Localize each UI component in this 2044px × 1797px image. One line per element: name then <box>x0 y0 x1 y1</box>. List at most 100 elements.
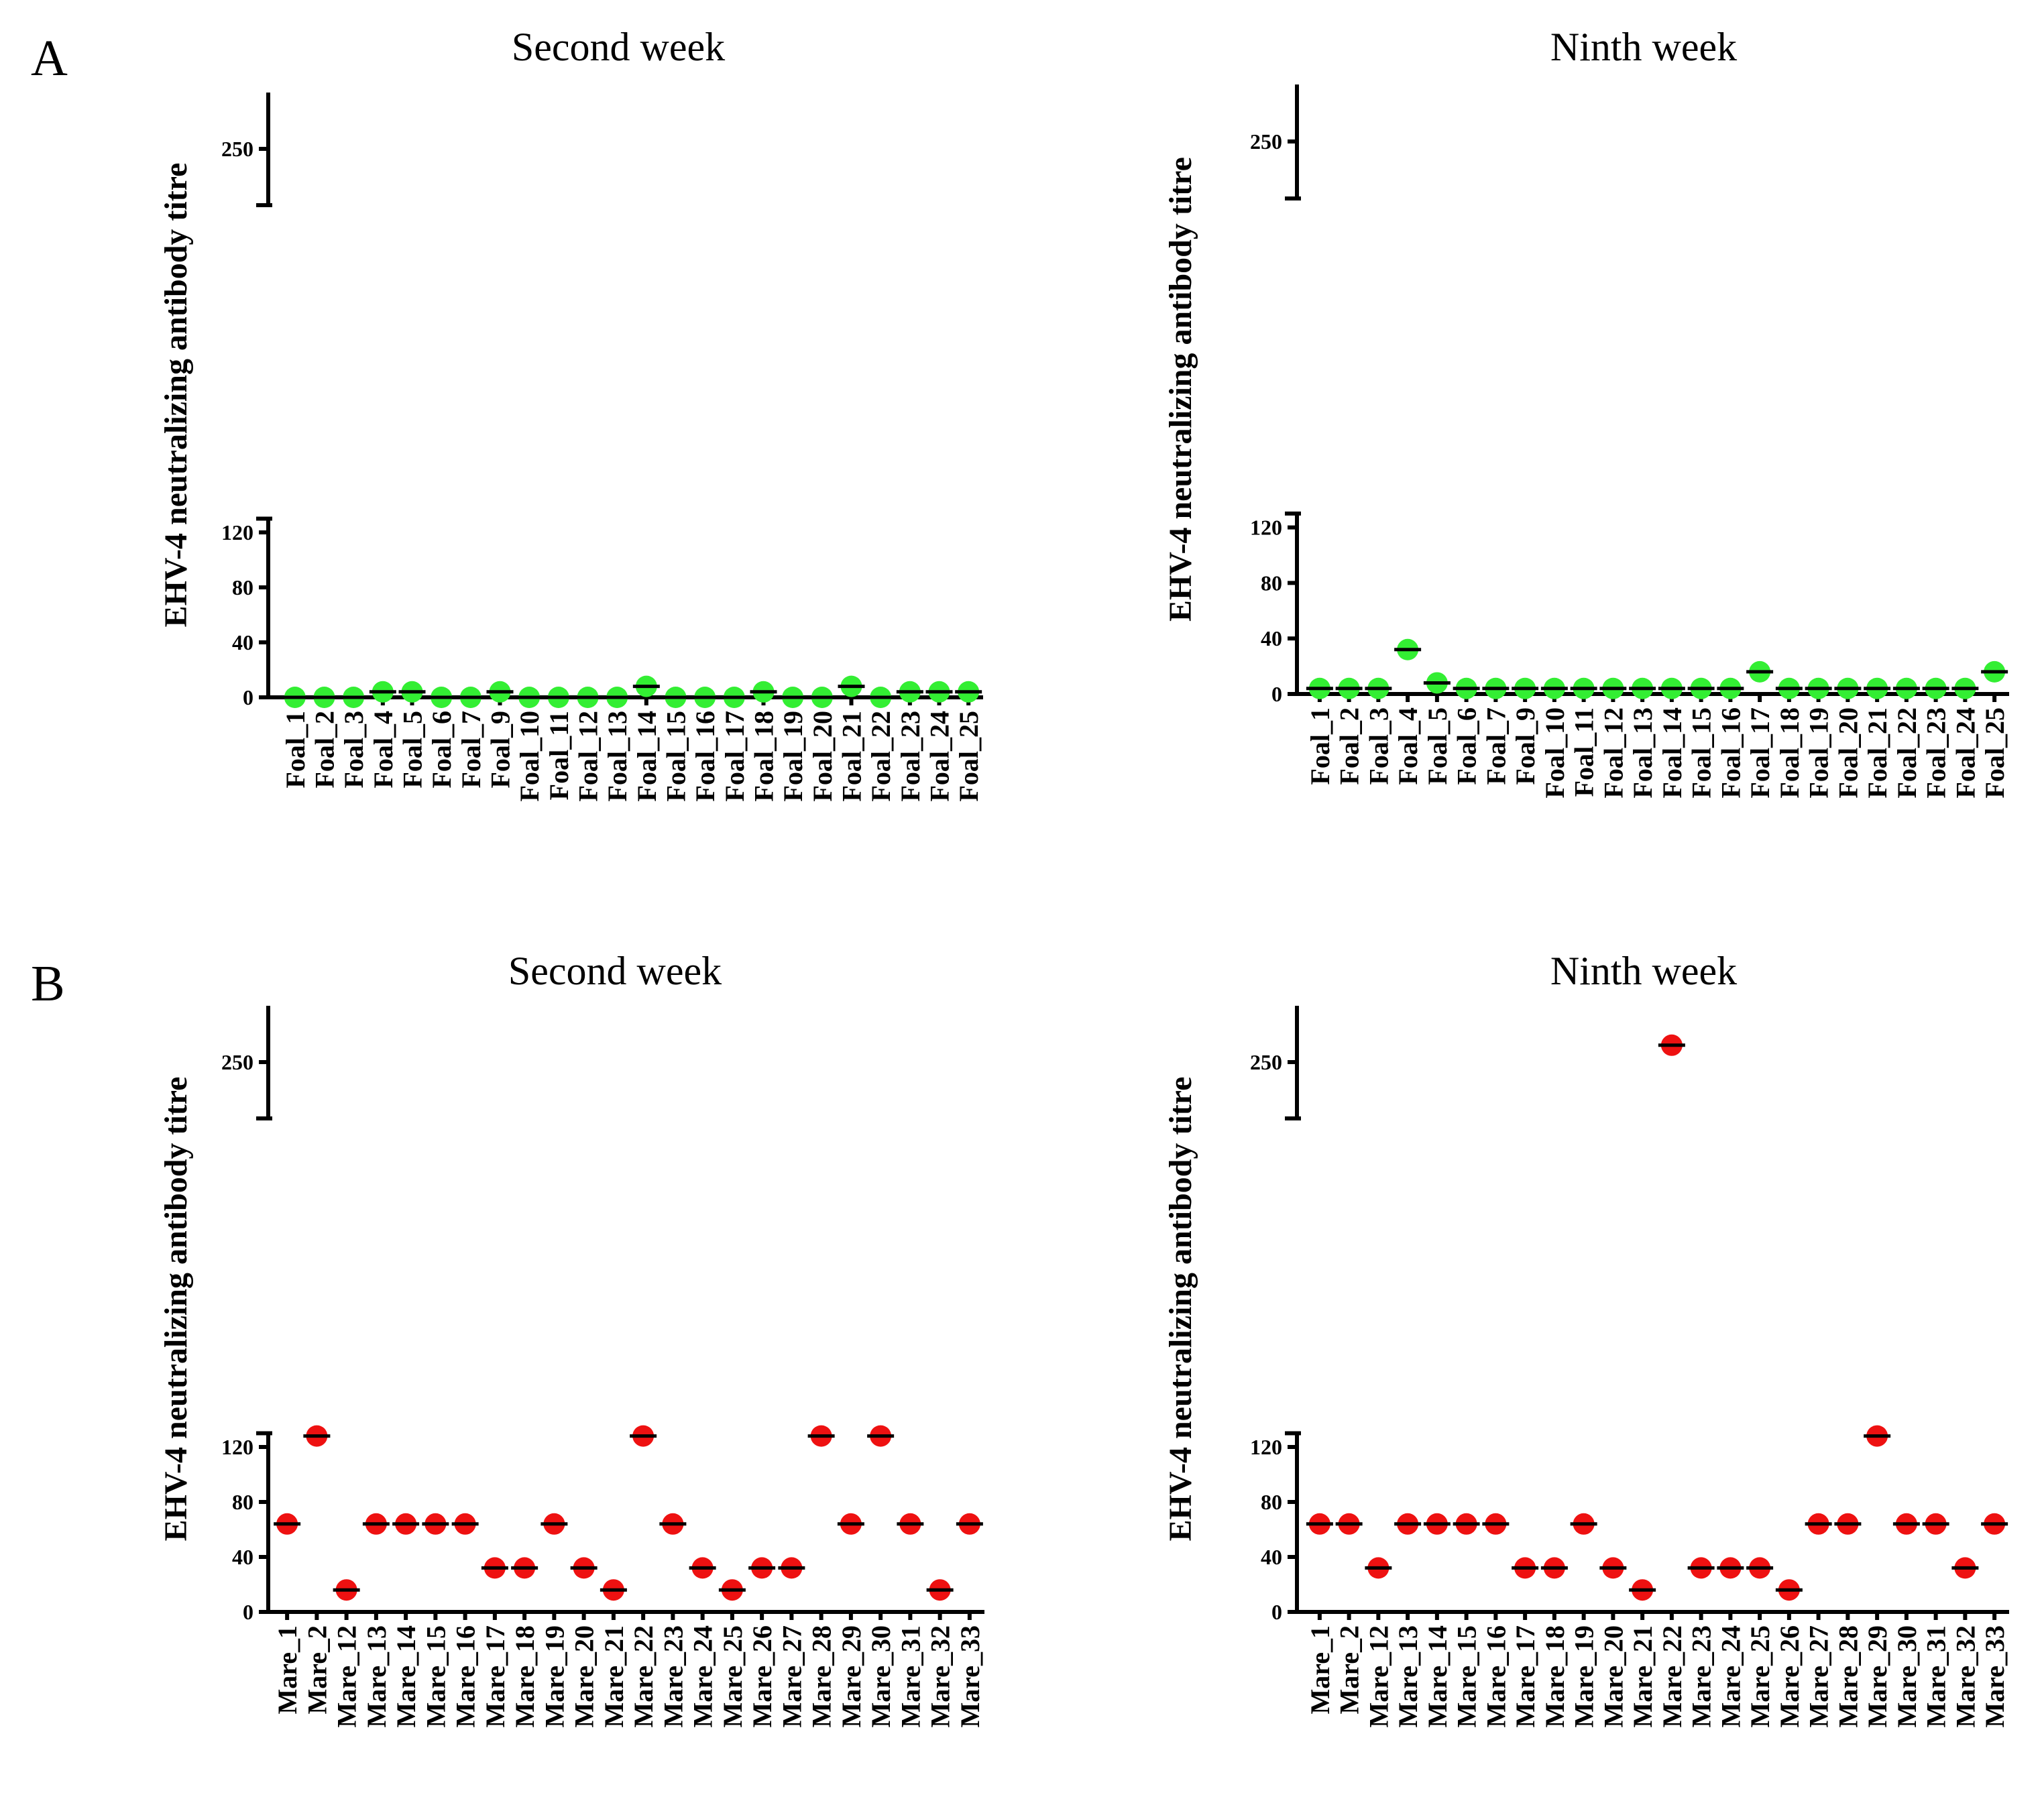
y-axis-label: EHV-4 neutralizing antibody titre <box>158 163 194 628</box>
x-tick-label: Mare_15 <box>420 1625 451 1728</box>
x-tick-label: Mare_13 <box>361 1625 392 1728</box>
panel-letter-b: B <box>31 955 65 1012</box>
y-tick-label: 40 <box>1261 626 1282 650</box>
y-tick-label: 250 <box>1250 129 1282 154</box>
x-tick-label: Foal_15 <box>1687 707 1717 799</box>
x-tick-label: Foal_22 <box>1892 707 1922 799</box>
chart-title: Second week <box>512 25 725 69</box>
x-tick-label: Foal_17 <box>720 711 750 802</box>
y-tick-label: 120 <box>221 1435 253 1459</box>
x-tick-label: Mare_25 <box>718 1625 748 1728</box>
chart-title: Second week <box>508 949 722 993</box>
x-tick-label: Foal_7 <box>456 711 486 789</box>
x-tick-label: Mare_28 <box>807 1625 837 1728</box>
x-tick-label: Foal_18 <box>1774 707 1805 799</box>
x-tick-label: Foal_19 <box>1804 707 1834 799</box>
x-tick-label: Foal_16 <box>690 711 720 802</box>
x-tick-label: Mare_23 <box>658 1625 688 1728</box>
x-tick-label: Mare_20 <box>569 1625 600 1728</box>
y-tick-label: 40 <box>232 630 253 654</box>
x-tick-label: Foal_14 <box>632 711 662 802</box>
x-tick-label: Mare_32 <box>925 1625 956 1728</box>
x-tick-label: Foal_19 <box>778 711 808 802</box>
x-tick-label: Mare_28 <box>1833 1625 1863 1728</box>
x-tick-label: Foal_16 <box>1715 707 1746 799</box>
x-tick-label: Mare_23 <box>1687 1625 1717 1728</box>
x-tick-label: Mare_31 <box>895 1625 925 1728</box>
x-tick-label: Foal_11 <box>544 711 574 800</box>
x-tick-label: Foal_2 <box>1335 707 1365 785</box>
x-tick-label: Mare_24 <box>688 1625 718 1728</box>
chart-3: Ninth week EHV-4 neutralizing antibody ti… <box>1163 949 2010 1728</box>
x-tick-label: Foal_18 <box>749 711 779 802</box>
panel-letter-a: A <box>31 30 68 86</box>
x-tick-label: Foal_4 <box>368 711 398 789</box>
y-axis-label: EHV-4 neutralizing antibody titre <box>1163 1077 1198 1542</box>
x-tick-label: Foal_5 <box>398 711 428 789</box>
x-tick-label: Foal_9 <box>1510 707 1540 785</box>
x-tick-label: Foal_13 <box>1628 707 1658 799</box>
y-tick-label: 250 <box>221 1050 253 1074</box>
x-tick-label: Foal_14 <box>1657 707 1687 799</box>
x-tick-label: Mare_14 <box>1422 1625 1453 1728</box>
chart-title: Ninth week <box>1550 25 1737 69</box>
x-tick-label: Foal_1 <box>1305 707 1335 785</box>
x-tick-label: Mare_22 <box>1657 1625 1687 1728</box>
x-tick-label: Mare_30 <box>1892 1625 1922 1728</box>
x-tick-label: Mare_25 <box>1745 1625 1775 1728</box>
x-tick-label: Mare_13 <box>1393 1625 1423 1728</box>
x-tick-label: Foal_5 <box>1422 707 1453 785</box>
chart-0: Second week EHV-4 neutralizing antibody t… <box>158 25 984 802</box>
x-tick-label: Mare_21 <box>1628 1625 1658 1728</box>
x-tick-label: Foal_10 <box>514 711 545 802</box>
x-tick-label: Foal_20 <box>1833 707 1863 799</box>
x-tick-label: Foal_21 <box>1862 707 1892 799</box>
x-tick-label: Foal_23 <box>895 711 925 802</box>
x-tick-label: Mare_2 <box>302 1625 332 1715</box>
x-tick-label: Mare_22 <box>628 1625 659 1728</box>
y-tick-label: 120 <box>221 520 253 544</box>
x-tick-label: Foal_24 <box>925 711 955 802</box>
x-tick-label: Mare_21 <box>599 1625 629 1728</box>
x-tick-label: Mare_19 <box>539 1625 569 1728</box>
x-tick-label: Mare_16 <box>1481 1625 1511 1728</box>
x-tick-label: Foal_9 <box>486 711 516 789</box>
x-tick-label: Foal_20 <box>807 711 838 802</box>
y-tick-label: 40 <box>1261 1545 1282 1569</box>
x-tick-label: Mare_27 <box>777 1625 807 1728</box>
chart-2: Second week EHV-4 neutralizing antibody t… <box>158 949 985 1728</box>
x-tick-label: Foal_2 <box>310 711 340 789</box>
x-tick-label: Mare_2 <box>1335 1625 1365 1715</box>
x-tick-label: Foal_25 <box>1980 707 2010 799</box>
y-tick-label: 80 <box>1261 571 1282 595</box>
x-tick-label: Foal_21 <box>837 711 867 802</box>
x-tick-label: Mare_17 <box>480 1625 510 1728</box>
x-tick-label: Mare_33 <box>955 1625 985 1728</box>
y-tick-label: 40 <box>232 1545 253 1569</box>
chart-title: Ninth week <box>1550 949 1737 993</box>
y-tick-label: 80 <box>232 575 253 599</box>
x-tick-label: Foal_12 <box>573 711 604 802</box>
x-tick-label: Mare_19 <box>1569 1625 1599 1728</box>
chart-1: Ninth week EHV-4 neutralizing antibody ti… <box>1163 25 2010 799</box>
x-tick-label: Mare_15 <box>1452 1625 1482 1728</box>
x-tick-label: Mare_26 <box>1774 1625 1805 1728</box>
y-tick-label: 0 <box>1271 1600 1282 1624</box>
x-tick-label: Foal_23 <box>1921 707 1951 799</box>
x-tick-label: Foal_22 <box>866 711 896 802</box>
x-tick-label: Foal_4 <box>1393 707 1423 785</box>
x-tick-label: Foal_15 <box>661 711 691 802</box>
x-tick-label: Foal_17 <box>1745 707 1775 799</box>
x-tick-label: Mare_18 <box>510 1625 540 1728</box>
x-tick-label: Mare_24 <box>1715 1625 1746 1728</box>
y-tick-label: 80 <box>232 1490 253 1514</box>
x-tick-label: Mare_1 <box>272 1625 302 1715</box>
x-tick-label: Mare_14 <box>391 1625 421 1728</box>
y-tick-label: 0 <box>243 685 253 709</box>
y-axis-label: EHV-4 neutralizing antibody titre <box>158 1077 194 1542</box>
y-tick-label: 250 <box>221 137 253 161</box>
x-tick-label: Foal_11 <box>1569 707 1599 797</box>
x-tick-label: Foal_12 <box>1598 707 1628 799</box>
x-tick-label: Mare_16 <box>451 1625 481 1728</box>
